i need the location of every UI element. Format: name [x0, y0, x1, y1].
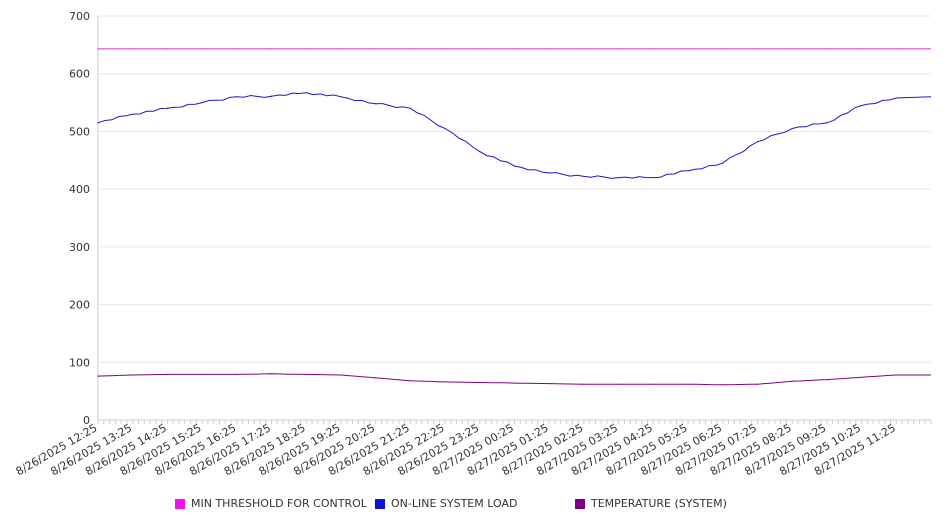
data-point — [479, 48, 481, 50]
data-point — [652, 177, 654, 179]
data-point — [722, 384, 724, 386]
data-point — [618, 383, 620, 385]
data-point — [652, 48, 654, 50]
data-point — [97, 375, 99, 377]
series-line-2 — [97, 373, 931, 386]
data-point — [409, 380, 411, 382]
legend-item-min-threshold[interactable]: MIN THRESHOLD FOR CONTROL — [175, 497, 367, 510]
data-point — [340, 96, 342, 98]
data-point — [583, 48, 585, 50]
data-point — [826, 379, 828, 381]
data-point — [791, 127, 793, 130]
legend-item-system-load[interactable]: ON-LINE SYSTEM LOAD — [375, 497, 517, 510]
data-point — [444, 127, 446, 130]
data-point — [479, 151, 481, 153]
data-point — [236, 48, 238, 50]
data-point — [132, 48, 134, 50]
gridlines — [98, 15, 931, 421]
data-point — [791, 380, 793, 382]
series-lines — [97, 48, 932, 386]
data-point — [895, 97, 897, 99]
data-point — [236, 373, 238, 376]
legend-item-temperature[interactable]: TEMPERATURE (SYSTEM) — [575, 497, 727, 510]
data-point — [722, 48, 724, 50]
data-point — [340, 48, 342, 50]
data-point — [722, 162, 724, 164]
data-point — [548, 48, 550, 50]
data-point — [270, 95, 273, 97]
data-point — [132, 374, 134, 376]
data-point — [513, 48, 516, 50]
data-point — [236, 96, 238, 98]
data-point — [201, 48, 203, 50]
data-point — [618, 48, 620, 50]
legend-swatch-system-load — [375, 498, 385, 509]
data-point — [132, 113, 134, 115]
legend-swatch-temperature — [575, 498, 585, 509]
data-point — [548, 172, 550, 174]
data-point — [513, 165, 516, 167]
legend-label-system-load: ON-LINE SYSTEM LOAD — [391, 497, 518, 510]
y-tick-label: 200 — [69, 299, 90, 312]
data-point — [375, 377, 377, 379]
data-point — [444, 381, 446, 383]
data-point — [409, 107, 411, 109]
data-point — [652, 383, 654, 385]
data-point — [305, 48, 307, 50]
data-point — [166, 48, 169, 50]
legend: MIN THRESHOLD FOR CONTROL ON-LINE SYSTEM… — [0, 497, 946, 515]
data-point — [756, 48, 759, 50]
legend-label-min-threshold: MIN THRESHOLD FOR CONTROL — [191, 497, 367, 510]
y-tick-label: 0 — [83, 414, 90, 427]
data-point — [826, 48, 828, 50]
data-point — [756, 141, 759, 143]
series-line-1 — [97, 92, 932, 179]
data-point — [201, 101, 203, 104]
data-point — [548, 383, 550, 385]
data-point — [583, 175, 585, 178]
data-point — [409, 48, 411, 50]
data-point — [201, 373, 203, 376]
data-point — [687, 383, 689, 385]
y-tick-label: 400 — [69, 183, 90, 196]
data-point — [444, 48, 446, 50]
data-point — [895, 48, 897, 50]
data-point — [791, 48, 793, 50]
legend-swatch-min-threshold — [175, 498, 185, 509]
data-point — [97, 122, 99, 124]
y-tick-label: 500 — [69, 125, 90, 138]
data-point — [687, 170, 689, 172]
data-point — [479, 381, 481, 384]
data-point — [513, 382, 516, 384]
y-axis-ticks: 0 100 200 300 400 500 600 700 — [69, 10, 90, 427]
data-point — [166, 107, 169, 109]
data-point — [375, 48, 377, 50]
data-point — [756, 383, 759, 385]
data-point — [340, 374, 342, 376]
data-point — [270, 48, 273, 50]
data-point — [97, 48, 99, 50]
data-point — [583, 383, 585, 385]
y-tick-label: 700 — [69, 10, 90, 23]
data-point — [860, 104, 863, 107]
y-tick-label: 300 — [69, 241, 90, 254]
data-point — [375, 103, 377, 105]
y-tick-label: 600 — [69, 68, 90, 81]
data-point — [305, 373, 307, 376]
legend-label-temperature: TEMPERATURE (SYSTEM) — [591, 497, 727, 510]
data-point — [687, 48, 689, 50]
data-point — [895, 374, 897, 376]
data-point — [166, 373, 169, 376]
data-point — [618, 177, 620, 179]
data-point — [860, 376, 863, 378]
axes — [97, 16, 932, 424]
data-point — [826, 122, 828, 124]
x-axis-ticks: 8/26/2025 12:258/26/2025 13:258/26/2025 … — [14, 421, 898, 478]
data-point — [860, 48, 863, 50]
data-point — [270, 373, 273, 375]
data-point — [305, 92, 307, 94]
y-tick-label: 100 — [69, 356, 90, 369]
